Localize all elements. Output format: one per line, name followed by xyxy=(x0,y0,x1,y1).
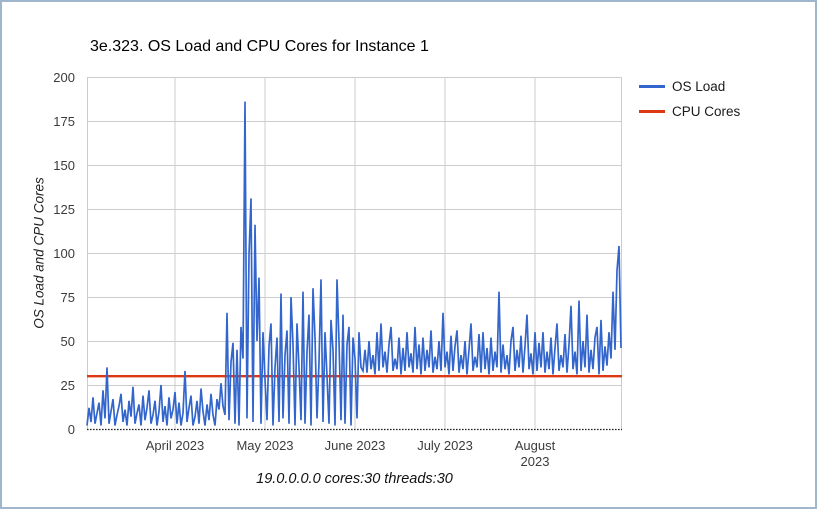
x-tick-label: April 2023 xyxy=(145,438,205,453)
y-tick-label: 0 xyxy=(67,421,75,437)
y-axis-tick-labels: 0 25 50 75 100 125 150 175 200 xyxy=(2,70,81,437)
legend-label: CPU Cores xyxy=(672,104,741,119)
y-tick-label: 150 xyxy=(53,157,75,173)
legend-swatch-icon xyxy=(639,110,665,113)
x-axis-tick-labels: April 2023 May 2023 June 2023 July 2023 Augu… xyxy=(87,438,622,472)
y-tick-label: 25 xyxy=(60,377,75,393)
legend-label: OS Load xyxy=(672,79,726,94)
legend: OS Load CPU Cores xyxy=(639,79,740,129)
x-tick-label: August 2023 xyxy=(514,438,556,469)
legend-item: OS Load xyxy=(639,79,740,94)
y-tick-label: 50 xyxy=(60,333,75,349)
chart-title: 3e.323. OS Load and CPU Cores for Instan… xyxy=(90,38,429,55)
legend-swatch-icon xyxy=(639,85,665,88)
y-tick-label: 200 xyxy=(53,69,75,85)
y-tick-label: 125 xyxy=(53,201,75,217)
y-tick-label: 175 xyxy=(53,113,75,129)
x-tick-label: July 2023 xyxy=(417,438,473,453)
y-tick-label: 75 xyxy=(60,289,75,305)
x-tick-label: June 2023 xyxy=(324,438,386,453)
plot-svg xyxy=(86,77,622,431)
legend-item: CPU Cores xyxy=(639,104,740,119)
chart-caption: 19.0.0.0.0 cores:30 threads:30 xyxy=(256,471,453,487)
os-load-line xyxy=(86,101,622,426)
x-tick-label: May 2023 xyxy=(236,438,294,453)
y-tick-label: 100 xyxy=(53,245,75,261)
